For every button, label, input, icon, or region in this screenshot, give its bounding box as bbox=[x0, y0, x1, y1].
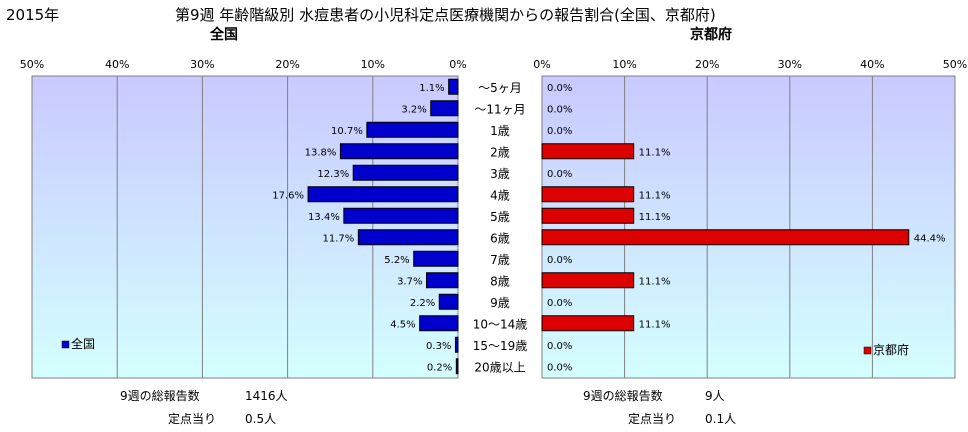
kyoto-value-label: 0.0% bbox=[547, 298, 572, 309]
national-legend-swatch bbox=[61, 340, 70, 349]
category-label: 8歳 bbox=[490, 274, 510, 288]
national-bar bbox=[339, 143, 459, 160]
national-per-label: 定点当り bbox=[168, 412, 217, 426]
national-value-label: 3.7% bbox=[397, 276, 422, 287]
national-bar bbox=[448, 78, 459, 95]
kyoto-bar bbox=[541, 143, 635, 160]
kyoto-value-label: 0.0% bbox=[547, 341, 572, 352]
national-value-label: 0.2% bbox=[427, 362, 452, 373]
kyoto-total-value: 9人 bbox=[705, 389, 725, 403]
kyoto-value-label: 0.0% bbox=[547, 104, 572, 115]
kyoto-bar bbox=[541, 207, 635, 224]
kyoto-bar bbox=[541, 186, 635, 203]
kyoto-x-tick-label: 10% bbox=[612, 58, 636, 71]
kyoto-total-label: 9週の総報告数 bbox=[583, 389, 663, 403]
category-label: 9歳 bbox=[490, 296, 510, 310]
national-value-label: 2.2% bbox=[410, 298, 435, 309]
kyoto-value-label: 11.1% bbox=[639, 276, 671, 287]
kyoto-bar bbox=[541, 229, 910, 246]
kyoto-value-label: 44.4% bbox=[914, 233, 946, 244]
national-bar bbox=[352, 164, 459, 181]
year-label: 2015年 bbox=[6, 6, 60, 24]
kyoto-value-label: 11.1% bbox=[639, 190, 671, 201]
kyoto-subtitle: 京都府 bbox=[690, 27, 732, 43]
national-legend-label: 全国 bbox=[71, 336, 95, 351]
kyoto-value-label: 0.0% bbox=[547, 362, 572, 373]
kyoto-legend-label: 京都府 bbox=[873, 342, 909, 357]
national-per-value: 0.5人 bbox=[245, 412, 277, 426]
category-label: ～11ヶ月 bbox=[474, 102, 525, 116]
national-value-label: 17.6% bbox=[272, 190, 304, 201]
category-label: ～5ヶ月 bbox=[478, 81, 522, 95]
kyoto-per-value: 0.1人 bbox=[705, 412, 737, 426]
kyoto-bar bbox=[541, 315, 635, 332]
national-bar bbox=[307, 186, 459, 203]
national-x-tick-label: 10% bbox=[361, 58, 385, 71]
kyoto-value-label: 11.1% bbox=[639, 212, 671, 223]
kyoto-per-label: 定点当り bbox=[628, 412, 677, 426]
national-x-tick-label: 0% bbox=[449, 58, 466, 71]
national-bar bbox=[425, 272, 459, 289]
national-value-label: 12.3% bbox=[317, 169, 349, 180]
category-label: 1歳 bbox=[490, 124, 510, 138]
category-label: 7歳 bbox=[490, 253, 510, 267]
national-bar bbox=[430, 100, 459, 117]
national-value-label: 11.7% bbox=[323, 233, 355, 244]
national-x-tick-label: 30% bbox=[190, 58, 214, 71]
category-label: 6歳 bbox=[490, 231, 510, 245]
kyoto-x-tick-label: 0% bbox=[533, 58, 550, 71]
category-label: 10～14歳 bbox=[473, 317, 528, 331]
national-bar bbox=[455, 358, 459, 375]
national-value-label: 1.1% bbox=[419, 83, 444, 94]
category-label: 2歳 bbox=[490, 145, 510, 159]
kyoto-legend-swatch bbox=[863, 346, 872, 355]
national-value-label: 10.7% bbox=[331, 126, 363, 137]
kyoto-bar bbox=[541, 272, 635, 289]
national-plot-area bbox=[31, 75, 459, 379]
category-label: 5歳 bbox=[490, 210, 510, 224]
national-x-tick-label: 50% bbox=[20, 58, 44, 71]
national-bar bbox=[419, 315, 459, 332]
national-value-label: 0.3% bbox=[426, 341, 451, 352]
national-x-tick-label: 40% bbox=[105, 58, 129, 71]
national-bar bbox=[413, 250, 459, 267]
kyoto-value-label: 0.0% bbox=[547, 126, 572, 137]
chart-title: 第9週 年齢階級別 水痘患者の小児科定点医療機関からの報告割合(全国、京都府) bbox=[175, 6, 716, 24]
category-label: 20歳以上 bbox=[474, 360, 525, 374]
kyoto-value-label: 0.0% bbox=[547, 255, 572, 266]
kyoto-value-label: 11.1% bbox=[639, 147, 671, 158]
national-total-label: 9週の総報告数 bbox=[120, 389, 200, 403]
national-bar bbox=[343, 207, 459, 224]
national-value-label: 13.8% bbox=[305, 147, 337, 158]
category-label: 15～19歳 bbox=[473, 339, 528, 353]
kyoto-x-tick-label: 20% bbox=[695, 58, 719, 71]
national-value-label: 4.5% bbox=[390, 319, 415, 330]
kyoto-x-tick-label: 40% bbox=[860, 58, 884, 71]
national-bar bbox=[454, 336, 459, 353]
category-label: 3歳 bbox=[490, 167, 510, 181]
kyoto-x-tick-label: 50% bbox=[943, 58, 967, 71]
national-bar bbox=[366, 121, 459, 138]
category-label: 4歳 bbox=[490, 188, 510, 202]
kyoto-value-label: 0.0% bbox=[547, 83, 572, 94]
national-value-label: 3.2% bbox=[401, 104, 426, 115]
national-total-value: 1416人 bbox=[245, 389, 288, 403]
national-value-label: 13.4% bbox=[308, 212, 340, 223]
national-value-label: 5.2% bbox=[384, 255, 409, 266]
kyoto-x-tick-label: 30% bbox=[778, 58, 802, 71]
kyoto-value-label: 0.0% bbox=[547, 169, 572, 180]
national-subtitle: 全国 bbox=[210, 27, 238, 43]
kyoto-value-label: 11.1% bbox=[639, 319, 671, 330]
national-bar bbox=[438, 293, 459, 310]
kyoto-plot-area bbox=[541, 75, 956, 379]
national-x-tick-label: 20% bbox=[275, 58, 299, 71]
national-bar bbox=[357, 229, 459, 246]
